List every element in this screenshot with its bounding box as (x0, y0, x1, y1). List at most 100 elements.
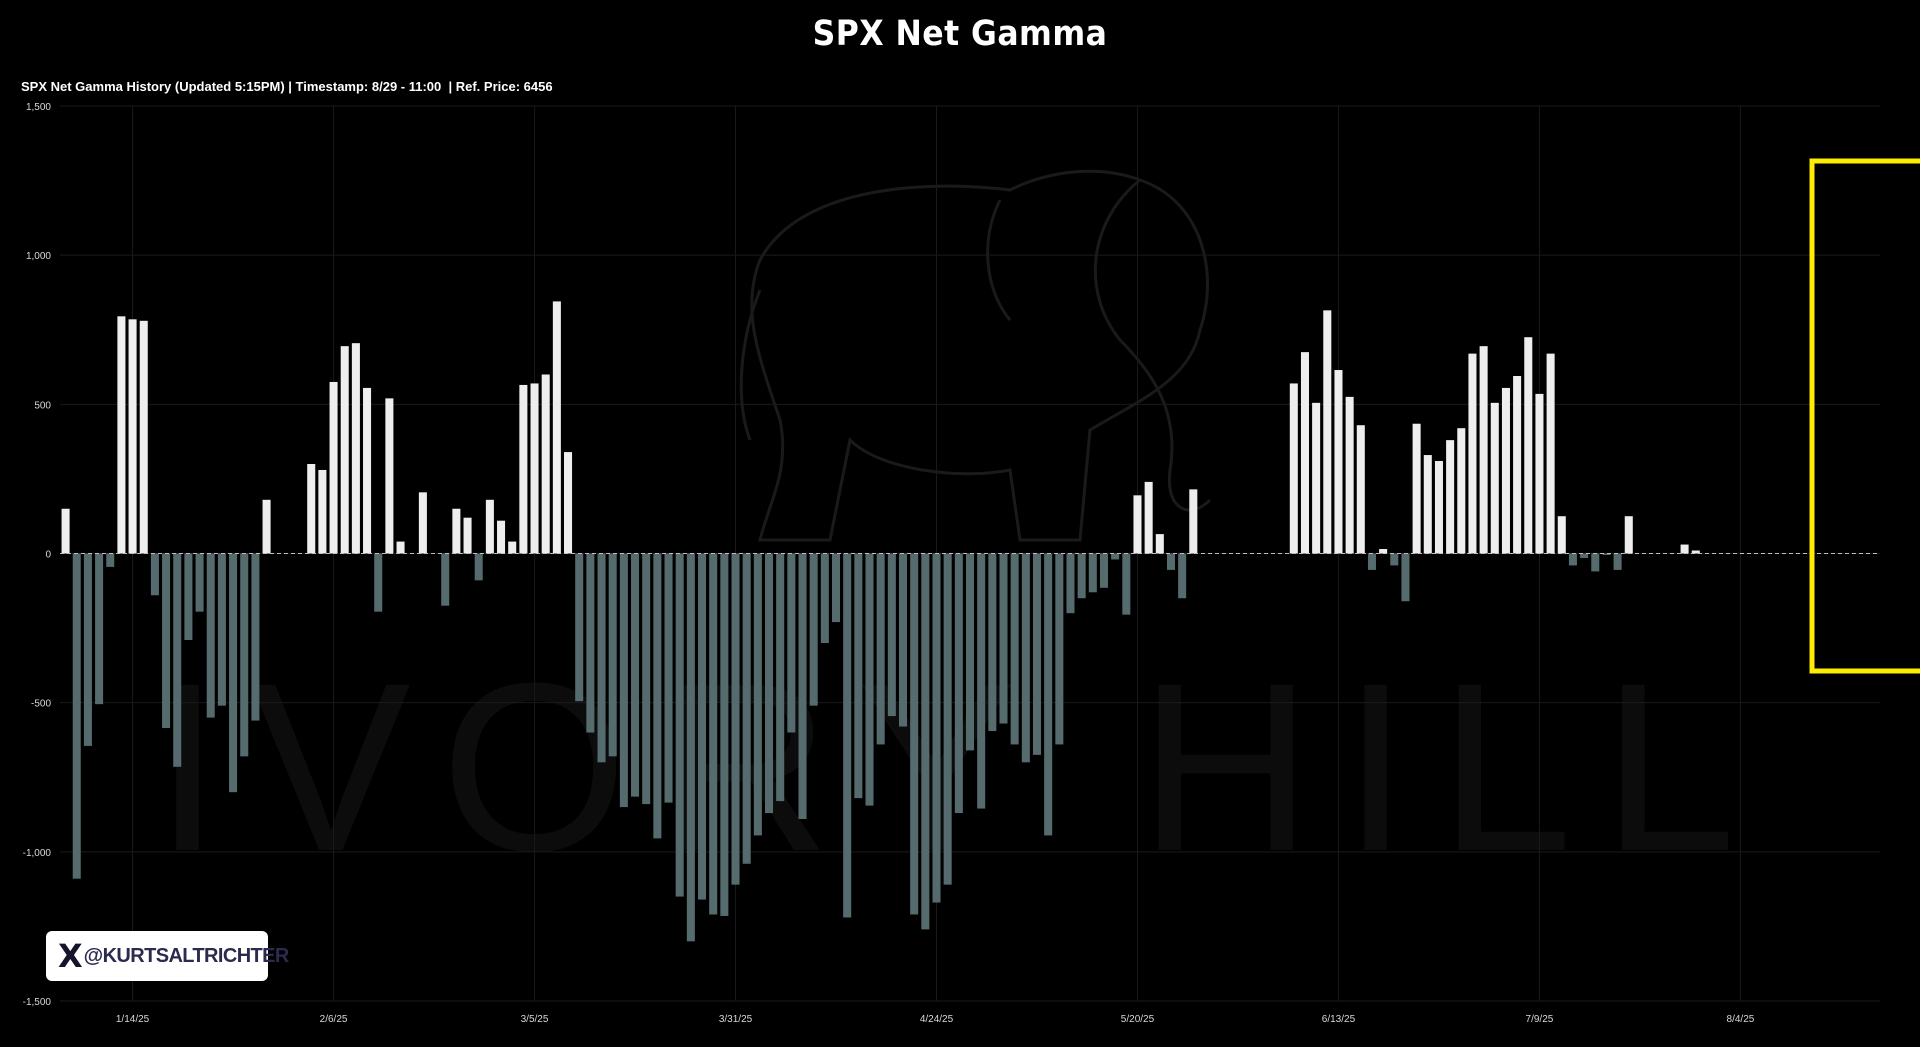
x-tick-label: 6/13/25 (1322, 1014, 1356, 1025)
gamma-bar (1602, 553, 1611, 555)
bar-series (61, 301, 1700, 942)
gamma-bar (139, 320, 148, 554)
gamma-bar (1144, 481, 1153, 554)
social-handle: @KURTSALTRICHTER (83, 944, 290, 967)
gamma-bar (820, 553, 829, 643)
gamma-bar (776, 553, 785, 802)
gamma-bar (1401, 553, 1410, 602)
gamma-bar (1122, 553, 1131, 615)
x-tick-label: 2/6/25 (320, 1014, 348, 1025)
gamma-bar (1367, 553, 1376, 570)
gamma-bar (876, 553, 885, 745)
gamma-bar (106, 553, 115, 567)
x-logo-icon: X (58, 937, 83, 975)
gamma-bar (1479, 346, 1488, 554)
gamma-bar (150, 553, 159, 596)
gamma-bar (742, 553, 751, 864)
gamma-bar (1568, 553, 1577, 566)
gamma-bar (262, 499, 271, 554)
chart-subtitle: SPX Net Gamma History (Updated 5:15PM) |… (21, 79, 553, 94)
gamma-bar (1356, 425, 1365, 554)
gamma-bar (1691, 550, 1700, 554)
gamma-bar (530, 383, 539, 554)
gamma-bar (977, 553, 986, 809)
gamma-bar (988, 553, 997, 732)
gamma-bar (485, 499, 494, 554)
gamma-bar (1524, 337, 1533, 554)
gamma-bar (631, 553, 640, 797)
gamma-bar (653, 553, 662, 839)
x-tick-label: 7/9/25 (1526, 1014, 1554, 1025)
gamma-bar (1591, 553, 1600, 572)
y-tick-label: 1,000 (26, 251, 51, 262)
y-tick-label: 1,500 (26, 102, 51, 113)
gamma-bar (575, 553, 584, 702)
gamma-bar (1044, 553, 1053, 836)
gamma-bar (1111, 553, 1120, 560)
gamma-bar (798, 553, 807, 820)
gamma-bar (340, 346, 349, 554)
gamma-bar (1379, 549, 1388, 554)
gamma-bar (497, 520, 506, 554)
gamma-bar (307, 464, 316, 554)
gamma-bar (318, 469, 327, 554)
x-tick-label: 1/14/25 (116, 1014, 150, 1025)
gamma-bar (1099, 553, 1109, 588)
gamma-bar (954, 553, 963, 814)
gamma-bar (865, 553, 874, 806)
gamma-bar (664, 553, 673, 803)
gamma-bar (184, 553, 193, 641)
x-tick-label: 8/4/25 (1727, 1014, 1755, 1025)
gamma-bar (1334, 370, 1343, 554)
gamma-bar (217, 553, 226, 706)
gamma-bar (1501, 387, 1510, 554)
gamma-bar (831, 553, 841, 623)
y-tick-label: -1,500 (23, 997, 52, 1008)
gamma-bar (463, 517, 472, 554)
gamma-bar (441, 553, 450, 606)
gamma-bar (61, 508, 70, 554)
gamma-bar (162, 553, 171, 729)
social-handle-badge[interactable]: X @KURTSALTRICHTER (46, 931, 289, 981)
x-axis: 1/14/25 2/6/25 3/5/25 3/31/25 4/24/25 5/20/25… (116, 1014, 1755, 1025)
gamma-bar (1434, 461, 1443, 554)
gamma-bar (1155, 534, 1164, 554)
x-tick-label: 3/31/25 (719, 1014, 753, 1025)
gamma-bar (1624, 516, 1633, 554)
gamma-bar (195, 553, 204, 612)
gamma-bar (72, 553, 81, 879)
gamma-bar (363, 387, 372, 554)
gamma-bar (1412, 423, 1421, 554)
gamma-bar (965, 553, 975, 751)
gamma-bar (173, 553, 182, 767)
gamma-bar (117, 316, 126, 554)
gamma-bar (1010, 553, 1019, 745)
gamma-bar (1680, 544, 1689, 554)
x-tick-label: 5/20/25 (1121, 1014, 1155, 1025)
gamma-bar (586, 553, 595, 733)
gamma-bar (83, 553, 92, 746)
gamma-bar (1066, 553, 1075, 614)
gamma-bar (608, 553, 617, 757)
gamma-bar (1077, 553, 1086, 599)
gamma-bar (1189, 489, 1198, 554)
gamma-bar (251, 553, 260, 721)
gamma-bar (731, 553, 740, 885)
gamma-bar (619, 553, 628, 808)
y-tick-label: -1,000 (23, 848, 52, 859)
gamma-bar (564, 452, 573, 554)
gamma-bar (1021, 553, 1030, 763)
gamma-bar (854, 553, 863, 799)
gamma-bar (508, 541, 517, 554)
gamma-bar (1289, 383, 1298, 554)
y-tick-label: 500 (34, 400, 51, 411)
gamma-bar (1535, 393, 1544, 554)
gamma-bar (1088, 553, 1097, 593)
gamma-bar (686, 553, 695, 942)
gamma-bar (910, 553, 919, 915)
gamma-bar (351, 343, 360, 554)
gamma-bar (921, 553, 930, 930)
gamma-bar (698, 553, 707, 900)
gamma-bar (1323, 310, 1332, 554)
